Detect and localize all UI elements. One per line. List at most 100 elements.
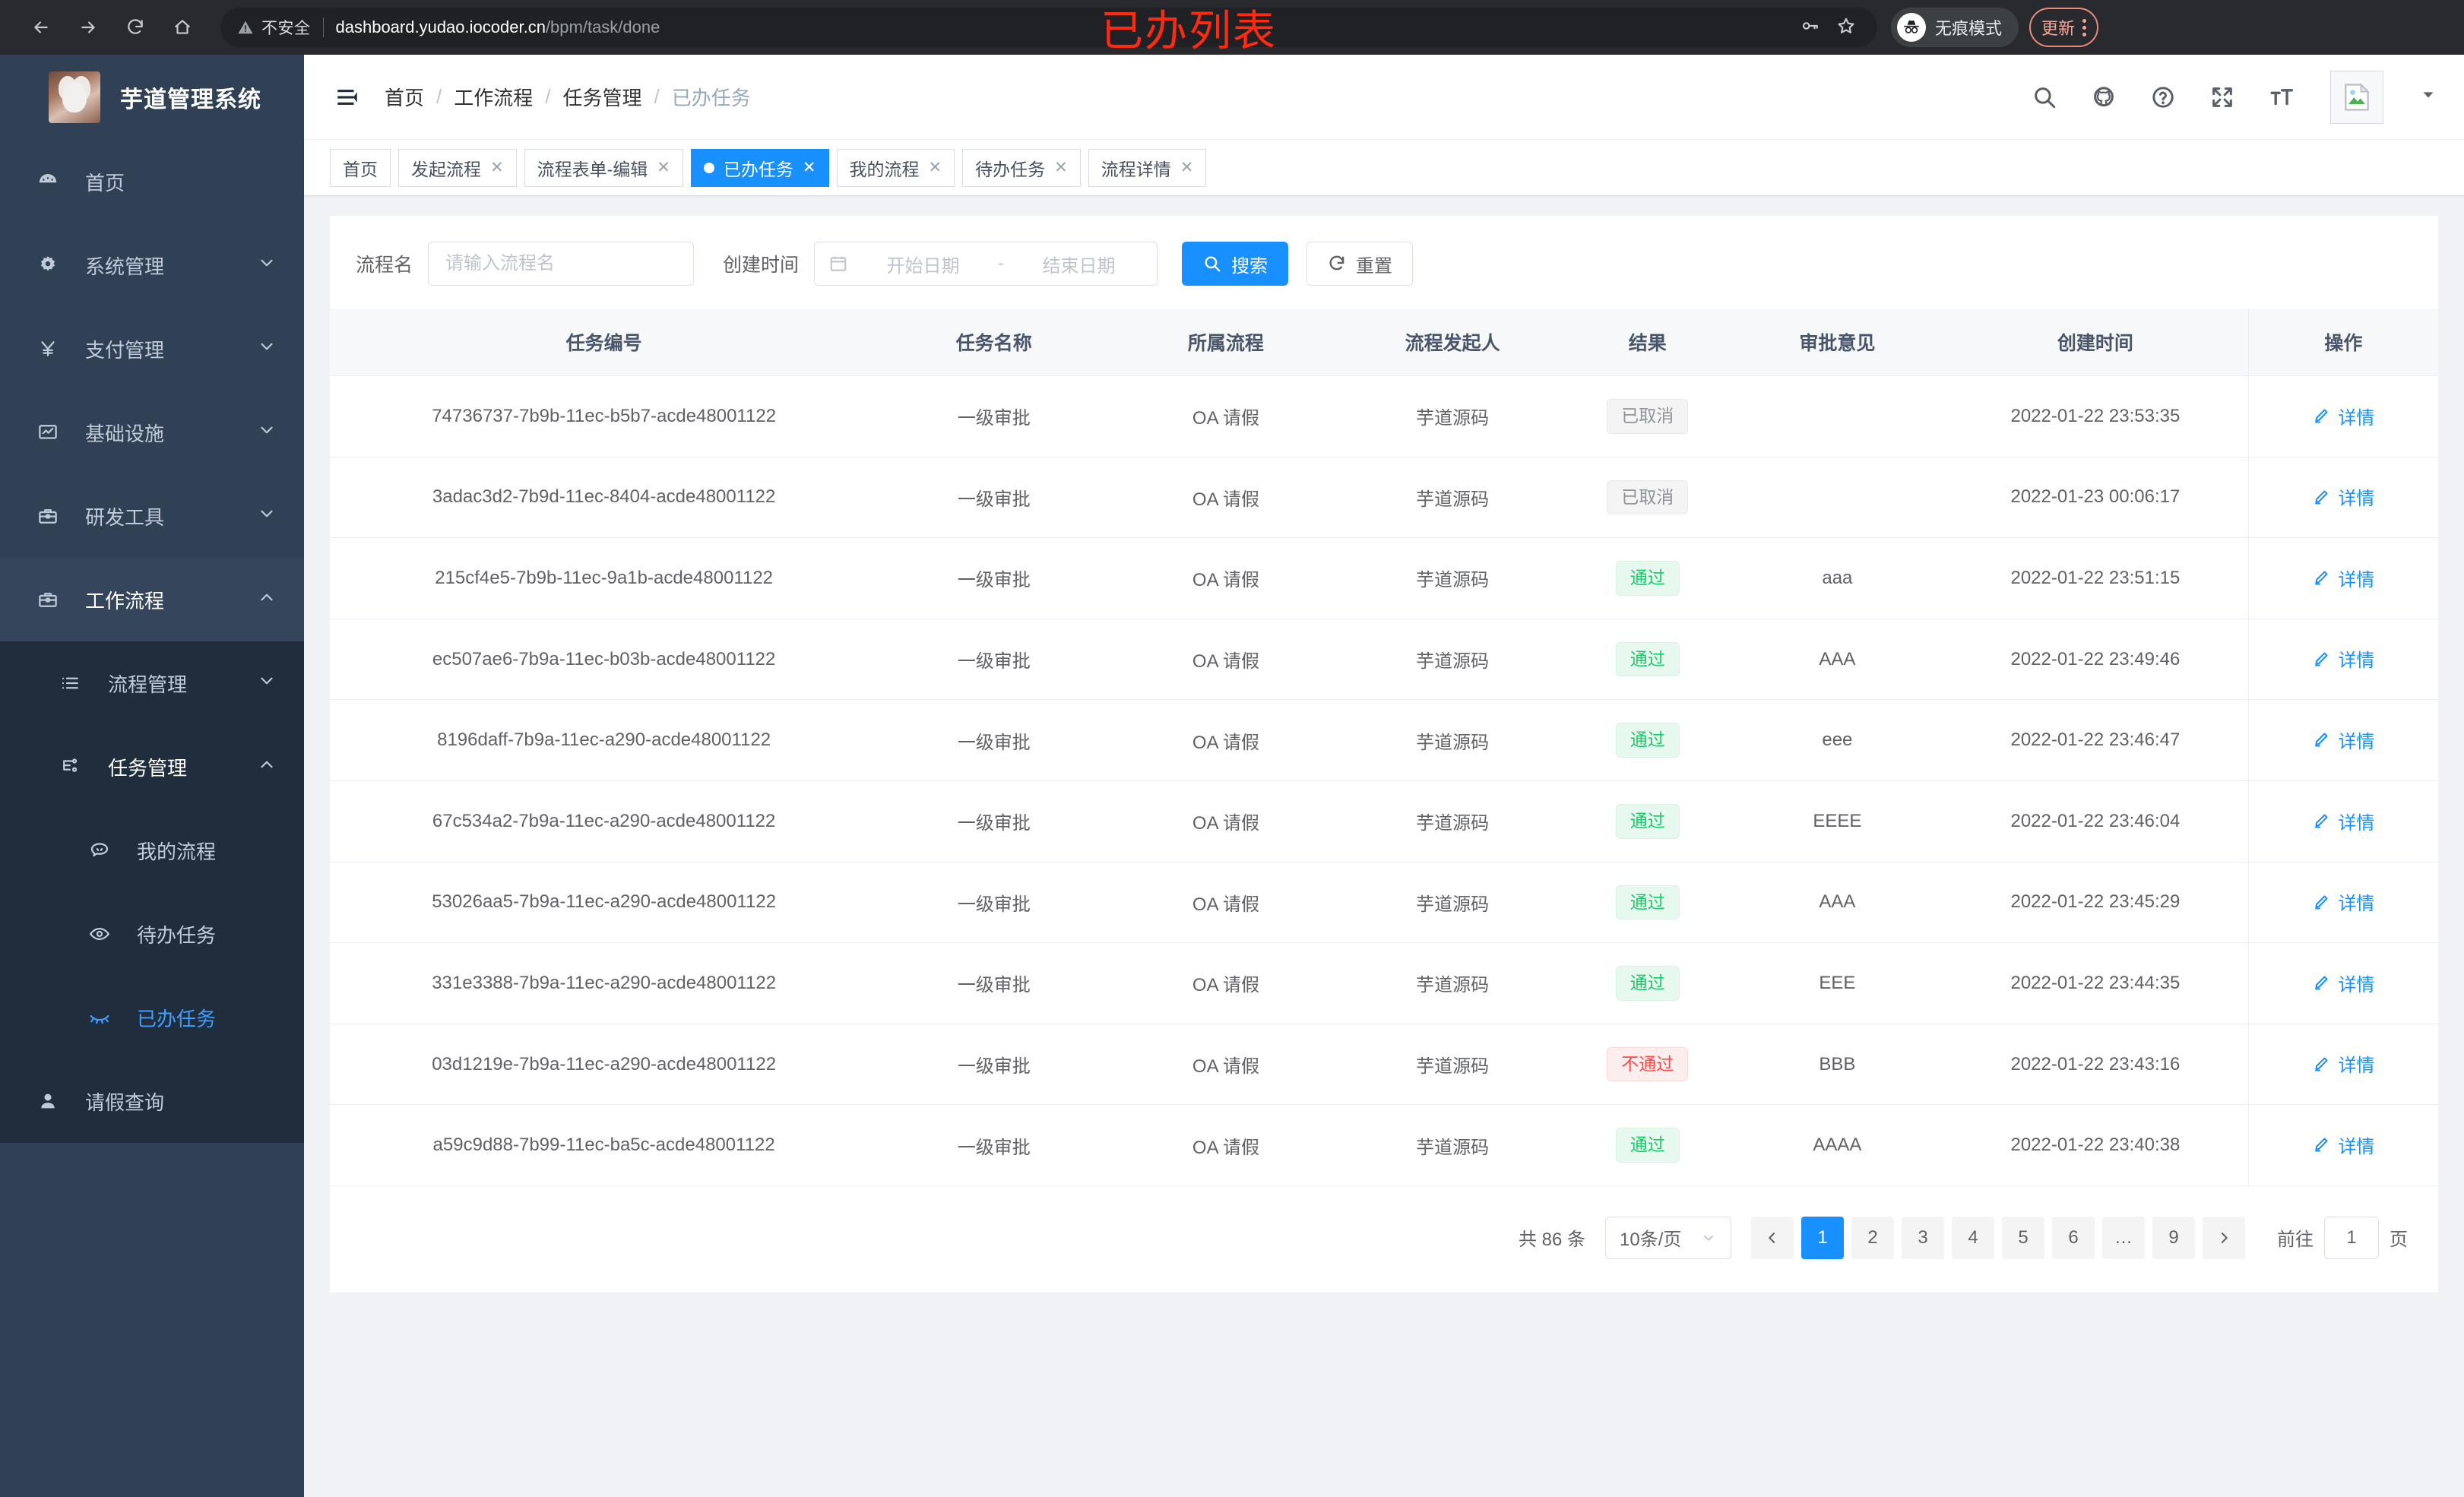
detail-button[interactable]: 详情 [2312,1131,2374,1158]
home-button[interactable] [161,6,204,49]
page-button-6[interactable]: 6 [2052,1216,2095,1259]
date-range-picker[interactable]: 开始日期 - 结束日期 [814,242,1158,286]
cell-result: 通过 [1563,942,1732,1024]
user-dropdown-icon[interactable] [2420,87,2437,107]
cell-comment: EEEE [1731,780,1943,862]
browser-menu-icon[interactable] [2082,18,2087,36]
page-jump-input[interactable] [2324,1216,2379,1259]
url-domain: dashboard.yudao.iocoder.cn [335,17,546,36]
page-button-1[interactable]: 1 [1801,1216,1844,1259]
next-page-button[interactable] [2203,1216,2245,1259]
reload-button[interactable] [114,6,157,49]
page-ellipsis[interactable]: … [2102,1216,2145,1259]
page-size-label: 10条/页 [1620,1230,1682,1251]
detail-button[interactable]: 详情 [2312,403,2374,429]
sidebar-item-system[interactable]: 系统管理 [0,223,304,307]
edit-icon [2315,733,2328,747]
detail-button-label: 详情 [2338,489,2375,510]
cell-comment: AAA [1731,862,1943,944]
bookmark-star-icon[interactable] [1836,16,1856,40]
workflow-submenu: 流程管理 任务管理 我的流程 [0,641,304,1143]
sidebar-logo[interactable]: 芋道管理系统 [0,55,304,140]
detail-button[interactable]: 详情 [2312,970,2374,996]
url-path: /bpm/task/done [545,17,660,36]
breadcrumb-item-home[interactable]: 首页 [385,87,425,109]
tab-my-process[interactable]: 我的流程 ✕ [836,148,955,187]
address-bar[interactable]: 不安全 dashboard.yudao.iocoder.cn/bpm/task/… [220,8,1877,47]
column-header-result: 结果 [1563,309,1732,376]
detail-button[interactable]: 详情 [2312,1050,2374,1077]
sidebar-item-process-mgmt[interactable]: 流程管理 [0,641,304,725]
cell-created-time: 2022-01-22 23:49:46 [1943,619,2249,701]
password-key-icon[interactable] [1800,16,1819,40]
cell-operation: 详情 [2247,619,2438,701]
column-header-process: 所属流程 [1110,309,1342,376]
tab-process-detail[interactable]: 流程详情 ✕ [1088,148,1207,187]
sidebar-item-leave-query[interactable]: 请假查询 [0,1059,304,1143]
reset-button[interactable]: 重置 [1306,242,1414,286]
cell-task-id: a59c9d88-7b99-11ec-ba5c-acde48001122 [330,1104,879,1186]
incognito-icon [1897,13,1926,42]
not-secure-icon [237,19,254,36]
page-button-2[interactable]: 2 [1851,1216,1894,1259]
search-input[interactable] [445,253,677,274]
sidebar-item-home[interactable]: 首页 [0,140,304,223]
tab-todo-task[interactable]: 待办任务 ✕ [962,148,1081,187]
sidebar-item-my-process[interactable]: 我的流程 [0,809,304,892]
sidebar-item-infrastructure[interactable]: 基础设施 [0,391,304,474]
process-name-field[interactable] [428,242,695,286]
search-button-label: 搜索 [1231,255,1268,277]
back-button[interactable] [20,6,62,49]
sidebar-item-task-mgmt[interactable]: 任务管理 [0,725,304,809]
tab-process-form-edit[interactable]: 流程表单-编辑 ✕ [524,148,683,187]
status-badge: 已取消 [1607,399,1689,434]
close-icon[interactable]: ✕ [657,159,670,176]
close-icon[interactable]: ✕ [928,159,942,176]
close-icon[interactable]: ✕ [490,159,504,176]
breadcrumb-item-workflow[interactable]: 工作流程 [454,87,534,109]
github-icon[interactable] [2087,81,2120,114]
sidebar-item-payment[interactable]: 支付管理 [0,307,304,391]
avatar[interactable] [2330,70,2383,124]
sidebar-item-devtools[interactable]: 研发工具 [0,474,304,558]
sidebar-item-label: 已办任务 [137,1007,217,1030]
task-icon [53,755,88,778]
close-icon[interactable]: ✕ [802,159,816,176]
font-size-icon[interactable] [2265,81,2298,114]
update-button[interactable]: 更新 [2029,8,2099,47]
search-button[interactable]: 搜索 [1182,242,1289,286]
cell-process: OA 请假 [1110,537,1342,619]
prev-page-button[interactable] [1751,1216,1794,1259]
close-icon[interactable]: ✕ [1054,159,1068,176]
tab-label: 流程详情 [1101,159,1171,179]
page-button-4[interactable]: 4 [1952,1216,1994,1259]
sidebar-item-workflow[interactable]: 工作流程 [0,558,304,641]
help-icon[interactable] [2146,81,2180,114]
sidebar-item-done-task[interactable]: 已办任务 [0,976,304,1059]
status-badge: 通过 [1615,885,1680,920]
close-icon[interactable]: ✕ [1180,159,1194,176]
sidebar-toggle-icon[interactable] [330,80,365,115]
search-icon[interactable] [2028,81,2061,114]
incognito-indicator[interactable]: 无痕模式 [1891,8,2019,47]
detail-button[interactable]: 详情 [2312,645,2374,672]
sidebar-item-todo-task[interactable]: 待办任务 [0,892,304,976]
detail-button[interactable]: 详情 [2312,888,2374,915]
forward-button[interactable] [67,6,109,49]
detail-button[interactable]: 详情 [2312,483,2374,510]
tab-start-process[interactable]: 发起流程 ✕ [398,148,517,187]
fullscreen-icon[interactable] [2206,81,2239,114]
detail-button[interactable]: 详情 [2312,565,2374,591]
detail-button[interactable]: 详情 [2312,808,2374,834]
tab-home[interactable]: 首页 [330,148,391,187]
tab-label: 发起流程 [411,159,481,179]
breadcrumb-item-task-mgmt[interactable]: 任务管理 [562,87,642,109]
page-button-3[interactable]: 3 [1902,1216,1944,1259]
chat-icon [82,839,117,862]
page-size-select[interactable]: 10条/页 [1605,1216,1731,1259]
detail-button[interactable]: 详情 [2312,726,2374,753]
cell-result: 已取消 [1563,457,1732,539]
page-button-5[interactable]: 5 [2002,1216,2044,1259]
tab-done-task[interactable]: 已办任务 ✕ [690,148,829,187]
page-button-9[interactable]: 9 [2152,1216,2195,1259]
